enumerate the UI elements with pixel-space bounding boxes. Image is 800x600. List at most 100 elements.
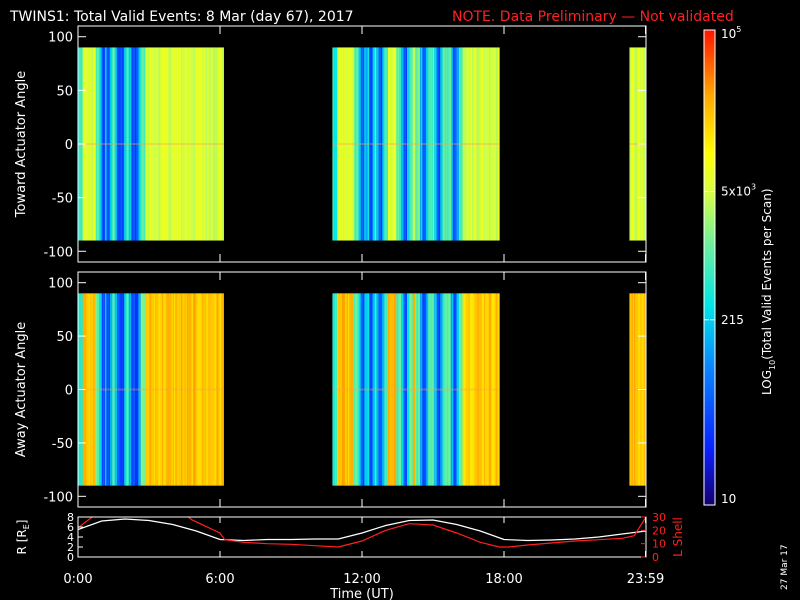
- heatmap-column: [474, 47, 476, 241]
- heatmap-column: [438, 47, 441, 241]
- heatmap-column: [104, 293, 106, 486]
- x-tick-label: 12:00: [343, 572, 380, 587]
- heatmap-column: [378, 293, 381, 486]
- heatmap-column: [92, 47, 94, 241]
- heatmap-column: [152, 293, 155, 486]
- r-axis-label: R [RE]: [15, 520, 31, 555]
- heatmap-column: [332, 47, 334, 241]
- heatmap-column: [488, 293, 491, 486]
- zero-angle-stripe: [332, 388, 500, 391]
- heatmap-column: [354, 293, 357, 486]
- heatmap-column: [105, 47, 107, 241]
- heatmap-column: [122, 47, 125, 241]
- heatmap-column: [438, 293, 441, 486]
- heatmap-column: [362, 47, 364, 241]
- heatmap-column: [221, 47, 223, 241]
- heatmap-column: [356, 293, 358, 486]
- heatmap-column: [482, 47, 485, 241]
- heatmap-column: [175, 47, 177, 241]
- colorbar-tick-label: 5x103: [721, 183, 756, 199]
- heatmap-column: [472, 293, 474, 486]
- heatmap-column: [154, 293, 157, 486]
- heatmap-column: [408, 293, 410, 486]
- heatmap-column: [476, 47, 479, 241]
- heatmap-column: [428, 293, 430, 486]
- heatmap-column: [403, 47, 405, 241]
- heatmap-column: [415, 293, 417, 486]
- heatmap-column: [358, 293, 361, 486]
- heatmap-column: [456, 47, 459, 241]
- heatmap-column: [383, 47, 385, 241]
- heatmap-column: [404, 47, 407, 241]
- heatmap-column: [153, 47, 156, 241]
- heatmap-column: [419, 47, 422, 241]
- heatmap-column: [176, 293, 178, 486]
- heatmap-column: [430, 293, 433, 486]
- heatmap-column: [421, 293, 423, 486]
- heatmap-column: [195, 293, 197, 486]
- heatmap-column: [151, 293, 153, 486]
- heatmap-column: [198, 293, 201, 486]
- heatmap-column: [431, 293, 434, 486]
- heatmap-column: [362, 293, 364, 486]
- heatmap-column: [182, 47, 184, 241]
- heatmap-column: [149, 293, 151, 486]
- heatmap-column: [165, 293, 168, 486]
- heatmap-column: [169, 47, 171, 241]
- heatmap-column: [405, 47, 408, 241]
- heatmap-column: [177, 293, 179, 486]
- heatmap-column: [457, 293, 460, 486]
- heatmap-column: [152, 47, 155, 241]
- colorbar: 105 5x103 215 10 LOG10(Total Valid Events p…: [703, 25, 777, 506]
- heatmap-column: [141, 47, 144, 241]
- heatmap-column: [366, 47, 369, 241]
- heatmap-column: [172, 47, 175, 241]
- heatmap-column: [341, 47, 344, 241]
- y-tick-label: -50: [52, 437, 73, 452]
- heatmap-column: [404, 293, 407, 486]
- heatmap-column: [416, 47, 419, 241]
- heatmap-column: [109, 293, 112, 486]
- heatmap-column: [435, 47, 437, 241]
- heatmap-column: [433, 47, 435, 241]
- heatmap-column: [495, 47, 498, 241]
- heatmap-column: [147, 47, 150, 241]
- heatmap-column: [195, 47, 197, 241]
- heatmap-column: [483, 47, 486, 241]
- heatmap-column: [134, 47, 137, 241]
- data-block-1: [78, 47, 224, 241]
- y-tick-label: -50: [52, 192, 73, 207]
- heatmap-column: [346, 47, 349, 241]
- heatmap-column: [450, 293, 453, 486]
- heatmap-column: [411, 47, 414, 241]
- heatmap-column: [101, 47, 104, 241]
- heatmap-column: [112, 293, 114, 486]
- heatmap-column: [345, 293, 348, 486]
- heatmap-column: [472, 47, 474, 241]
- heatmap-column: [442, 47, 445, 241]
- heatmap-column: [102, 47, 105, 241]
- heatmap-column: [150, 293, 152, 486]
- heatmap-column: [209, 47, 211, 241]
- heatmap-column: [364, 293, 366, 486]
- heatmap-column: [165, 47, 168, 241]
- heatmap-column: [89, 47, 92, 241]
- heatmap-column: [171, 293, 174, 486]
- heatmap-column: [487, 293, 490, 486]
- heatmap-column: [109, 47, 112, 241]
- heatmap-column: [410, 47, 413, 241]
- heatmap-column: [422, 47, 424, 241]
- heatmap-column: [376, 47, 378, 241]
- heatmap-column: [457, 47, 460, 241]
- heatmap-column: [333, 293, 336, 486]
- heatmap-column: [117, 47, 119, 241]
- heatmap-column: [132, 293, 135, 486]
- heatmap-column: [416, 293, 419, 486]
- heatmap-column: [126, 47, 129, 241]
- heatmap-column: [164, 47, 166, 241]
- heatmap-column: [477, 293, 480, 486]
- heatmap-column: [196, 47, 198, 241]
- heatmap-column: [140, 47, 143, 241]
- heatmap-column: [494, 293, 497, 486]
- heatmap-column: [444, 293, 447, 486]
